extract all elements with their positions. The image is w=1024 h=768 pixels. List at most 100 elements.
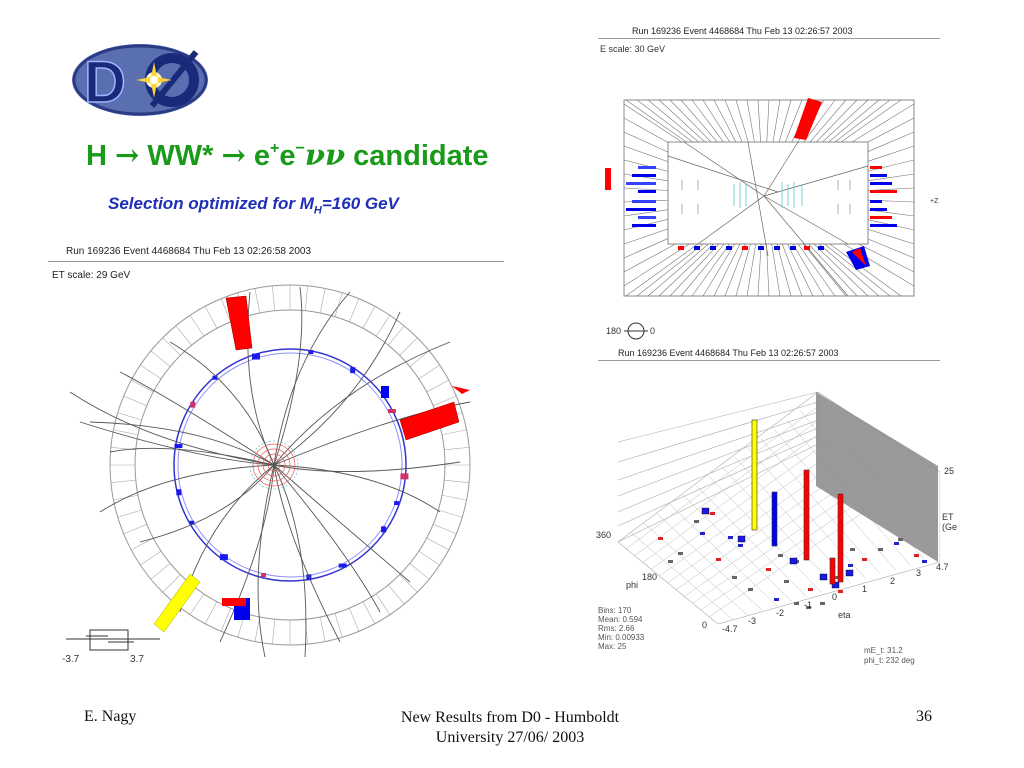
lego-cell bbox=[728, 536, 733, 539]
calo-bar bbox=[774, 246, 780, 250]
calo-bar bbox=[870, 200, 882, 203]
calo-bar bbox=[694, 246, 700, 250]
lego-cell bbox=[894, 542, 899, 545]
left-event-header: Run 169236 Event 4468684 Thu Feb 13 02:2… bbox=[66, 246, 312, 257]
calo-bar bbox=[626, 208, 656, 211]
calo-bar bbox=[638, 166, 656, 169]
lego-stat-max: Max: 25 bbox=[598, 642, 627, 651]
lego-eta-tick: -3 bbox=[748, 616, 757, 626]
lego-cell bbox=[694, 520, 699, 523]
lego-cell bbox=[738, 544, 743, 547]
eta-high-label: 3.7 bbox=[130, 654, 144, 665]
top-right-header-rule bbox=[598, 38, 940, 39]
calo-bar bbox=[870, 166, 882, 169]
track bbox=[273, 464, 441, 513]
calo-bar bbox=[870, 216, 892, 219]
calo-bar bbox=[678, 246, 684, 250]
footer-line-2: University 27/06/ 2003 bbox=[435, 729, 585, 746]
rz-red-marker bbox=[605, 168, 611, 190]
footer-center: New Results from D0 - Humboldt Universit… bbox=[330, 708, 690, 748]
slide-title: H → WW* → e+e−νν candidate bbox=[86, 138, 489, 172]
lego-eta-tick: 2 bbox=[890, 576, 896, 586]
eta-scale-legend bbox=[64, 624, 164, 654]
lego-cell bbox=[778, 554, 783, 557]
lego-cell bbox=[862, 558, 867, 561]
lego-back-wall bbox=[816, 392, 938, 562]
track bbox=[273, 341, 451, 466]
lego-plot bbox=[598, 362, 941, 652]
calo-bar bbox=[632, 200, 656, 203]
track bbox=[69, 391, 275, 466]
electron-tower bbox=[771, 491, 778, 547]
phi-left-label: 180 bbox=[606, 326, 622, 336]
calorimeter-towers bbox=[110, 285, 470, 645]
jet-tower bbox=[751, 419, 758, 531]
lego-event-header: Run 169236 Event 4468684 Thu Feb 13 02:2… bbox=[618, 348, 839, 358]
electron-tower bbox=[837, 493, 844, 583]
footer-line-1: New Results from D0 - Humboldt bbox=[400, 709, 620, 726]
electron-tower bbox=[852, 248, 866, 266]
lego-cell bbox=[701, 507, 710, 515]
lego-et-unit: (Ge bbox=[942, 522, 958, 532]
lego-cell bbox=[819, 573, 828, 581]
muon-hit bbox=[219, 554, 228, 561]
muon-hit-box bbox=[381, 386, 389, 398]
lego-cell bbox=[831, 581, 840, 589]
lego-cell bbox=[806, 606, 811, 609]
rz-side-label: +Z bbox=[930, 198, 939, 205]
calo-bar bbox=[870, 208, 887, 211]
muon-hit bbox=[381, 526, 387, 533]
lego-phi-label: phi bbox=[626, 580, 639, 590]
starburst-icon bbox=[136, 62, 172, 98]
lego-phi-tick-180: 180 bbox=[642, 572, 658, 582]
muon-hit bbox=[350, 367, 356, 374]
track bbox=[273, 311, 401, 466]
track bbox=[273, 464, 411, 583]
electron-tower bbox=[794, 98, 822, 140]
lego-stat-rms: Rms: 2.66 bbox=[598, 624, 635, 633]
track bbox=[99, 464, 275, 513]
track bbox=[273, 464, 307, 658]
electron-tower bbox=[803, 469, 810, 561]
muon-hit bbox=[400, 473, 409, 480]
track bbox=[273, 291, 351, 466]
track bbox=[257, 464, 275, 658]
muon-hit bbox=[174, 444, 183, 449]
muon-hit bbox=[261, 573, 267, 578]
lego-eta-tick: -4.7 bbox=[722, 624, 738, 634]
lego-phi-tick-360: 360 bbox=[596, 530, 612, 540]
calo-bar bbox=[742, 246, 748, 250]
muon-hit bbox=[387, 409, 396, 414]
lego-eta-tick: 0 bbox=[832, 592, 838, 602]
lego-eta-tick: 4.7 bbox=[936, 562, 949, 572]
lego-stat-mean: Mean: 0.594 bbox=[598, 615, 643, 624]
lego-cell bbox=[922, 560, 927, 563]
electron-tower bbox=[225, 295, 253, 351]
muon-hit bbox=[394, 501, 400, 506]
top-right-event-header: Run 169236 Event 4468684 Thu Feb 13 02:2… bbox=[632, 26, 853, 36]
track bbox=[273, 464, 381, 613]
calo-bar bbox=[626, 182, 656, 185]
muon-hit bbox=[190, 401, 196, 408]
calo-bar bbox=[710, 246, 716, 250]
calo-bar bbox=[638, 190, 656, 193]
jet-tower bbox=[153, 573, 201, 633]
lego-eta-tick: -2 bbox=[776, 608, 785, 618]
calo-bar bbox=[818, 246, 824, 250]
muon-hit bbox=[338, 563, 347, 568]
tracks bbox=[69, 286, 471, 658]
track bbox=[273, 461, 461, 473]
muon-hits bbox=[174, 350, 409, 581]
track bbox=[139, 464, 275, 543]
lego-cell bbox=[748, 588, 753, 591]
lego-header-rule bbox=[598, 360, 940, 361]
track bbox=[119, 371, 275, 466]
lego-phi-tick-0: 0 bbox=[702, 620, 708, 630]
lego-et-max: 25 bbox=[944, 466, 955, 476]
lego-cell bbox=[789, 557, 798, 565]
lego-eta-tick: 1 bbox=[862, 584, 868, 594]
lego-eta-tick: -1 bbox=[804, 600, 813, 610]
track bbox=[169, 341, 275, 466]
phi-orientation-icon bbox=[624, 322, 648, 340]
electron-tower bbox=[452, 386, 470, 394]
